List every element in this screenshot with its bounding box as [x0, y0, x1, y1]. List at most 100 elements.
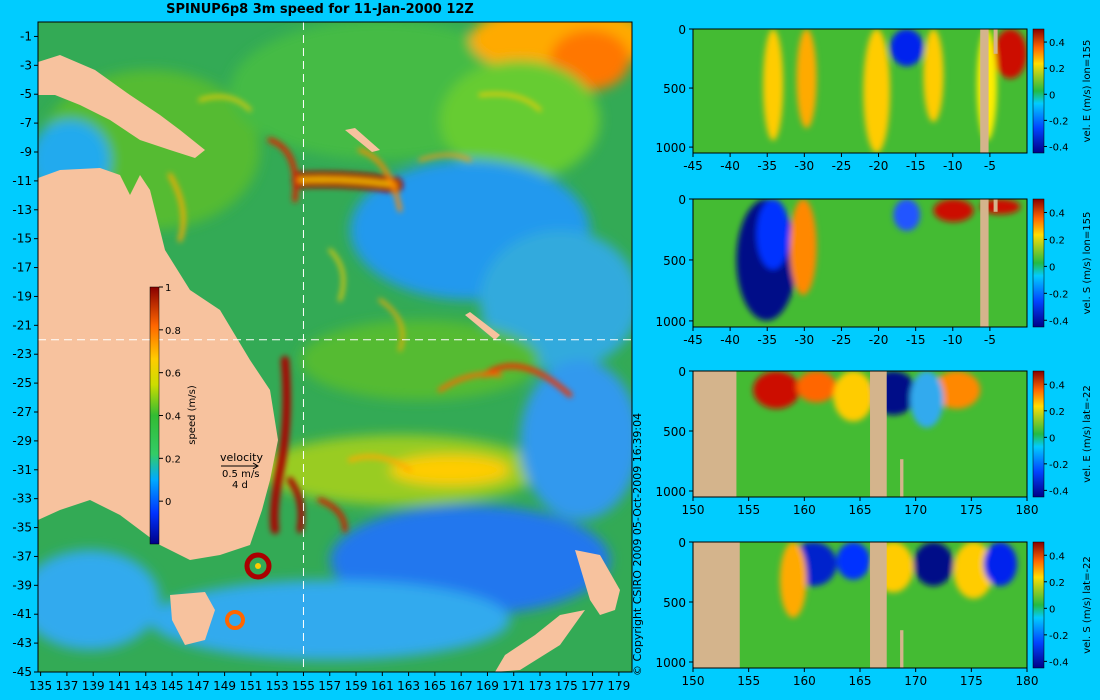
section-x-tick-label: -40: [720, 159, 740, 173]
section-colorbar-tick-label: 0.4: [1049, 208, 1065, 219]
section-y-tick-label: 500: [663, 425, 686, 439]
map-x-tick-label: 141: [108, 679, 131, 693]
section-feature: [993, 29, 1027, 79]
section-x-tick-label: -10: [943, 333, 963, 347]
map-y-tick-label: -13: [12, 203, 32, 217]
speed-colorbar-ramp: [149, 286, 160, 545]
section-feature: [789, 199, 817, 295]
land-nz-north: [575, 550, 620, 615]
section-frame: [692, 28, 1028, 154]
section-colorbar-tick-label: 0.2: [1049, 64, 1065, 75]
section-blobs: [779, 542, 1017, 618]
section-x-tick-label: 170: [904, 503, 927, 517]
section-blobs: [736, 199, 1021, 321]
map-y-tick-label: -27: [12, 405, 32, 419]
section-base: [693, 29, 1027, 153]
section-x-tick-label: -35: [757, 159, 777, 173]
section-x-tick-label: 175: [960, 503, 983, 517]
section-y-tick-label: 0: [678, 193, 686, 207]
map-y-tick-label: -21: [12, 318, 32, 332]
speed-colorbar-tick-label: 0.4: [165, 412, 181, 423]
map-x-tick-label: 167: [450, 679, 473, 693]
section-colorbar-tick-label: -0.2: [1049, 289, 1069, 300]
section-x-tick-label: 150: [682, 674, 705, 688]
map-y-tick-label: -7: [20, 116, 32, 130]
section-land: [993, 199, 998, 212]
section-field: [693, 29, 1027, 153]
section-x-tick-label: -15: [906, 159, 926, 173]
map-x-tick-label: 175: [555, 679, 578, 693]
section-colorbar-ramp: [1032, 370, 1045, 498]
section-field: [693, 371, 1027, 497]
section-x-tick-label: 180: [1016, 674, 1039, 688]
speed-colorbar-tick-label: 0.2: [165, 454, 181, 465]
map-y-tick-label: -3: [20, 58, 32, 72]
section-feature: [913, 542, 954, 587]
section-land: [993, 29, 998, 54]
section-colorbar-tick-label: -0.4: [1049, 142, 1069, 153]
chart-title: SPINUP6p8 3m speed for 11-Jan-2000 12Z: [166, 2, 474, 17]
velocity-key-speed: 0.5 m/s: [222, 469, 259, 480]
section-feature: [756, 199, 790, 270]
section-colorbar-tick-label: 0.2: [1049, 235, 1065, 246]
section-feature: [890, 29, 924, 67]
map-frame: [37, 21, 633, 673]
section-panels: -45 -40 -35 -30 -25 -20 -15 -10 -5 0 500 1000 0.4 0.2…: [655, 23, 1093, 688]
section-feature: [779, 542, 807, 618]
section-x-tick-label: 150: [682, 503, 705, 517]
section-x-tick-label: 165: [849, 674, 872, 688]
map-y-tick-label: -9: [20, 145, 32, 159]
map-y-tick-label: -17: [12, 261, 32, 275]
map-x-tick-label: 161: [371, 679, 394, 693]
section-y-tick-label: 500: [663, 596, 686, 610]
section-y-tick-label: 0: [678, 23, 686, 37]
map-x-tick-label: 153: [266, 679, 289, 693]
section-feature: [910, 371, 944, 428]
section-colorbar-tick-label: 0: [1049, 604, 1055, 615]
section-x-tick-label: -35: [757, 333, 777, 347]
section-x-tick-label: -20: [869, 159, 889, 173]
map-y-tick-label: -39: [12, 578, 32, 592]
section-land: [900, 459, 904, 497]
section-colorbar-tick-label: -0.4: [1049, 316, 1069, 327]
section-x-tick-label: -15: [906, 333, 926, 347]
map-x-tick-label: 163: [397, 679, 420, 693]
section-land: [693, 371, 737, 497]
land-new-guinea: [38, 55, 205, 158]
section-panel-1: -45 -40 -35 -30 -25 -20 -15 -10 -5 0 500 1000 0.4 0.2…: [655, 23, 1093, 173]
section-feature: [796, 29, 817, 129]
section-x-tick-label: 160: [793, 503, 816, 517]
section-y-tick-label: 500: [663, 254, 686, 268]
section-feature: [933, 371, 981, 409]
velocity-key-time: 4 d: [232, 480, 248, 491]
section-feature: [836, 542, 871, 580]
section-feature: [763, 29, 784, 141]
section-colorbar-tick-label: -0.4: [1049, 486, 1069, 497]
map-y-tick-label: -33: [12, 492, 32, 506]
speed-colorbar-label: speed (m/s): [187, 385, 198, 445]
map-x-tick-label: 171: [502, 679, 525, 693]
section-colorbar-tick-label: 0.2: [1049, 578, 1065, 589]
section-land: [870, 542, 887, 668]
map-x-tick-label: 165: [423, 679, 446, 693]
jets: [168, 92, 573, 534]
map-x-tick-label: 147: [187, 679, 210, 693]
map-y-tick-label: -15: [12, 232, 32, 246]
map-y-tick-label: -37: [12, 549, 32, 563]
section-x-tick-label: 175: [960, 674, 983, 688]
map-x-tick-label: 155: [292, 679, 315, 693]
section-feature: [953, 542, 994, 599]
section-x-tick-label: -30: [795, 333, 815, 347]
map-y-tick-label: -19: [12, 289, 32, 303]
section-x-tick-label: 180: [1016, 503, 1039, 517]
speed-colorbar-tick-label: 1: [165, 283, 171, 294]
map-x-tick-label: 177: [581, 679, 604, 693]
map-y-tick-label: -41: [12, 607, 32, 621]
section-land: [980, 199, 989, 327]
section-panel-3: 150 155 160 165 170 175 180 0 500 1000 0.4 0.2 0 -0.2…: [655, 365, 1093, 517]
map-y-axis: -1 -3 -5 -7 -9 -11 -13 -15 -17 -19 -21 -23 -25 -27 -29…: [12, 29, 38, 679]
section-colorbar-ramp: [1032, 28, 1045, 154]
section-colorbar-tick-label: 0: [1049, 433, 1055, 444]
land-solomon-islands: [345, 128, 380, 152]
